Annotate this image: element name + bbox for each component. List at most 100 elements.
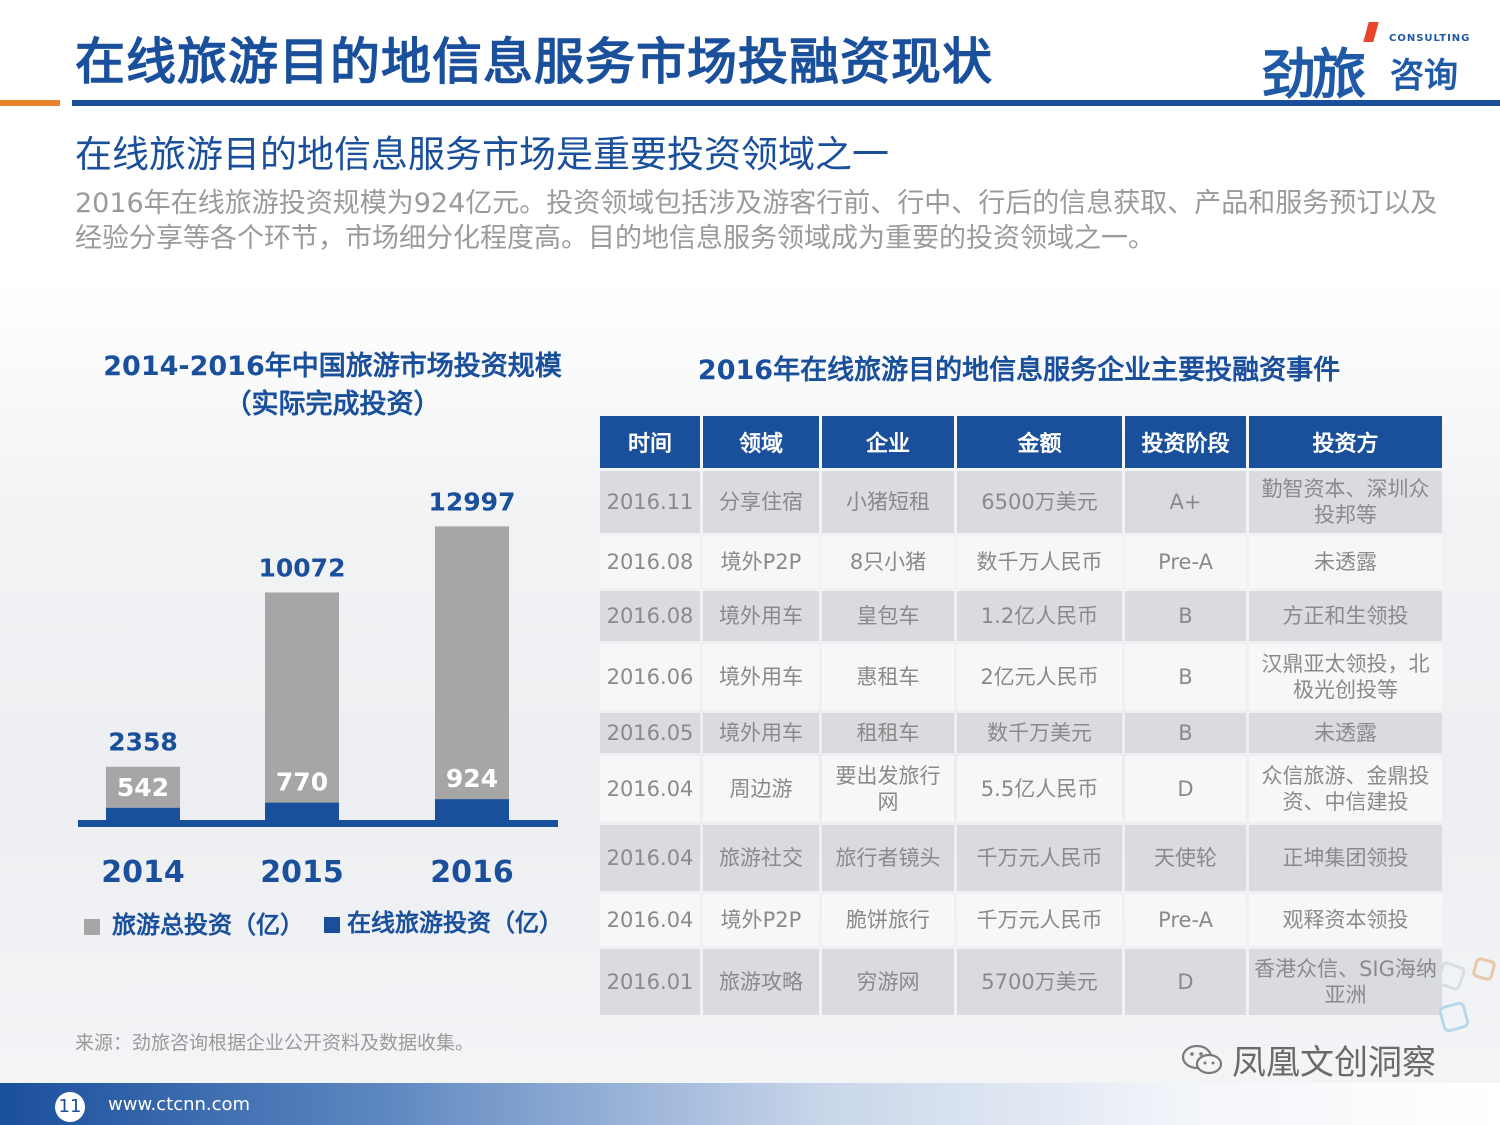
cell-time: 2016.04 <box>600 825 700 891</box>
bar-online-2014 <box>106 807 180 820</box>
logo-en-text: CONSULTING <box>1389 33 1471 44</box>
legend-swatch-online <box>324 917 340 933</box>
header-cell-investor: 投资方 <box>1249 416 1442 468</box>
cell-field: 境外用车 <box>703 713 819 753</box>
header-cell-company: 企业 <box>822 416 954 468</box>
cell-field: 周边游 <box>703 756 819 822</box>
source-note: 来源：劲旅咨询根据企业公开资料及数据收集。 <box>75 1032 475 1054</box>
cell-time: 2016.08 <box>600 536 700 588</box>
header-cell-field: 领域 <box>703 416 819 468</box>
online-value-label: 924 <box>446 764 498 793</box>
logo-sub-text: 咨询 <box>1390 56 1458 96</box>
table-row: 2016.08 境外P2P 8只小猪 数千万人民币 Pre-A 未透露 <box>600 536 1442 588</box>
cell-amount: 6500万美元 <box>957 471 1122 533</box>
cell-company: 皇包车 <box>822 591 954 641</box>
total-value-label: 12997 <box>429 487 516 516</box>
header-cell-amount: 金额 <box>957 416 1122 468</box>
bar-online-2015 <box>265 802 339 820</box>
table-title: 2016年在线旅游目的地信息服务企业主要投融资事件 <box>697 355 1341 386</box>
table-row: 2016.01 旅游攻略 穷游网 5700万美元 D 香港众信、SIG海纳亚洲 <box>600 949 1442 1015</box>
cell-time: 2016.04 <box>600 894 700 946</box>
cell-field: 境外用车 <box>703 644 819 710</box>
table-row: 2016.04 周边游 要出发旅行网 5.5亿人民币 D 众信旅游、金鼎投资、中信建投 <box>600 756 1442 822</box>
table-row: 2016.05 境外用车 租租车 数千万美元 B 未透露 <box>600 713 1442 753</box>
cell-company: 租租车 <box>822 713 954 753</box>
cell-investor: 香港众信、SIG海纳亚洲 <box>1249 949 1442 1015</box>
cell-investor: 众信旅游、金鼎投资、中信建投 <box>1249 756 1442 822</box>
total-value-label: 2358 <box>108 728 178 757</box>
cell-stage: B <box>1125 591 1246 641</box>
cell-investor: 勤智资本、深圳众投邦等 <box>1249 471 1442 533</box>
x-tick-label: 2014 <box>101 855 185 890</box>
cell-stage: D <box>1125 756 1246 822</box>
table-row: 2016.08 境外用车 皇包车 1.2亿人民币 B 方正和生领投 <box>600 591 1442 641</box>
header-rule <box>72 100 1500 106</box>
cell-amount: 数千万人民币 <box>957 536 1122 588</box>
investment-bar-chart: 2358 542 2014 10072 770 2015 12997 924 2016 旅游总投资… <box>78 487 563 939</box>
cell-investor: 未透露 <box>1249 713 1442 753</box>
bar-total-2014 <box>106 766 180 808</box>
cell-investor: 正坤集团领投 <box>1249 825 1442 891</box>
total-value-label: 10072 <box>259 553 346 582</box>
table-row: 2016.04 境外P2P 脆饼旅行 千万元人民币 Pre-A 观释资本领投 <box>600 894 1442 946</box>
watermark-text: 凤凰文创洞察 <box>1232 1043 1436 1083</box>
wechat-icon <box>1181 1044 1223 1074</box>
header-cell-stage: 投资阶段 <box>1125 416 1246 468</box>
cell-field: 旅游攻略 <box>703 949 819 1015</box>
company-logo: 劲旅 CONSULTING 咨询 <box>1262 22 1472 106</box>
header-rule-accent <box>0 100 60 106</box>
cell-investor: 汉鼎亚太领投，北极光创投等 <box>1249 644 1442 710</box>
x-axis-line <box>78 820 558 827</box>
investment-events-table: 时间 领域 企业 金额 投资阶段 投资方 2016.11 分享住宿 小猪短租 6500… <box>597 413 1445 1018</box>
x-tick-label: 2015 <box>260 855 344 890</box>
cell-stage: A+ <box>1125 471 1246 533</box>
cell-amount: 2亿元人民币 <box>957 644 1122 710</box>
website-link[interactable]: www.ctcnn.com <box>108 1094 251 1115</box>
watermark: 凤凰文创洞察 <box>1180 1035 1436 1084</box>
cell-company: 惠租车 <box>822 644 954 710</box>
legend-swatch-total <box>84 919 100 935</box>
cell-field: 境外P2P <box>703 536 819 588</box>
cell-field: 境外P2P <box>703 894 819 946</box>
cell-amount: 千万元人民币 <box>957 894 1122 946</box>
page-title: 在线旅游目的地信息服务市场投融资现状 <box>75 33 993 91</box>
chart-title-line-2: （实际完成投资） <box>224 389 441 420</box>
cell-company: 小猪短租 <box>822 471 954 533</box>
logo-accent-mark <box>1363 22 1379 42</box>
cell-stage: Pre-A <box>1125 536 1246 588</box>
header-cell-time: 时间 <box>600 416 700 468</box>
online-value-label: 542 <box>117 773 169 802</box>
cell-stage: D <box>1125 949 1246 1015</box>
cell-amount: 5.5亿人民币 <box>957 756 1122 822</box>
x-tick-label: 2016 <box>430 855 514 890</box>
section-subtitle: 在线旅游目的地信息服务市场是重要投资领域之一 <box>75 133 889 176</box>
cell-stage: Pre-A <box>1125 894 1246 946</box>
cell-time: 2016.01 <box>600 949 700 1015</box>
cell-amount: 1.2亿人民币 <box>957 591 1122 641</box>
bar-online-2016 <box>435 799 509 820</box>
table-row: 2016.11 分享住宿 小猪短租 6500万美元 A+ 勤智资本、深圳众投邦等 <box>600 471 1442 533</box>
legend-label-total: 旅游总投资（亿） <box>112 911 304 939</box>
cell-investor: 观释资本领投 <box>1249 894 1442 946</box>
cell-company: 旅行者镜头 <box>822 825 954 891</box>
page-number: 11 <box>55 1092 85 1122</box>
cell-time: 2016.04 <box>600 756 700 822</box>
online-value-label: 770 <box>276 768 328 797</box>
cell-field: 境外用车 <box>703 591 819 641</box>
cell-investor: 方正和生领投 <box>1249 591 1442 641</box>
cell-company: 要出发旅行网 <box>822 756 954 822</box>
table-row: 2016.04 旅游社交 旅行者镜头 千万元人民币 天使轮 正坤集团领投 <box>600 825 1442 891</box>
logo-main-text: 劲旅 <box>1262 43 1366 106</box>
cell-company: 脆饼旅行 <box>822 894 954 946</box>
cell-amount: 数千万美元 <box>957 713 1122 753</box>
chart-title-line-1: 2014-2016年中国旅游市场投资规模 <box>103 351 562 382</box>
cell-stage: 天使轮 <box>1125 825 1246 891</box>
legend-label-online: 在线旅游投资（亿） <box>347 909 563 937</box>
cell-amount: 5700万美元 <box>957 949 1122 1015</box>
cell-time: 2016.08 <box>600 591 700 641</box>
description-text: 2016年在线旅游投资规模为924亿元。投资领域包括涉及游客行前、行中、行后的信… <box>75 188 1438 254</box>
cell-field: 旅游社交 <box>703 825 819 891</box>
footer-bar <box>0 1083 1500 1125</box>
cell-stage: B <box>1125 713 1246 753</box>
cell-time: 2016.05 <box>600 713 700 753</box>
